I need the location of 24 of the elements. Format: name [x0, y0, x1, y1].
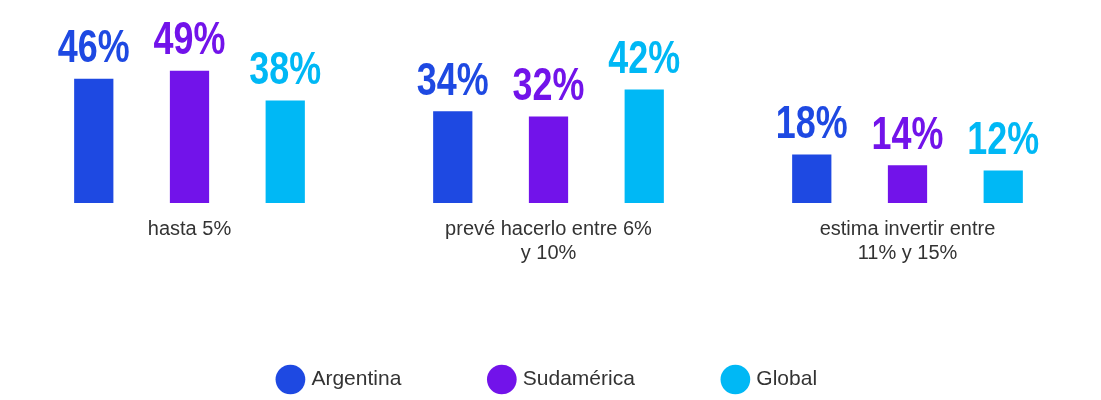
data-label: 46%	[57, 21, 130, 73]
bar	[792, 154, 832, 203]
bar	[624, 89, 664, 203]
data-label: 12%	[967, 113, 1040, 165]
data-label: 38%	[249, 42, 322, 95]
legend-label: Global	[756, 366, 818, 390]
x-tick-label: prevé hacerlo entre 6% y 10%	[445, 216, 653, 263]
legend-label: Sudamérica	[522, 366, 636, 390]
bar	[887, 165, 928, 203]
legend-label: Argentina	[311, 366, 402, 390]
data-label: 42%	[608, 32, 681, 84]
data-label: 34%	[416, 53, 489, 105]
data-label: 14%	[871, 107, 944, 159]
data-label: 18%	[775, 96, 848, 149]
data-label: 32%	[512, 59, 585, 111]
bar	[528, 116, 569, 203]
bar	[983, 170, 1023, 203]
bar	[74, 78, 114, 203]
bar	[169, 70, 210, 203]
x-tick-label: estima invertir entre 11% y 15%	[819, 216, 996, 263]
bar	[433, 111, 473, 203]
bar	[265, 100, 305, 203]
x-tick-label: hasta 5%	[147, 216, 232, 239]
data-label: 49%	[153, 13, 226, 65]
